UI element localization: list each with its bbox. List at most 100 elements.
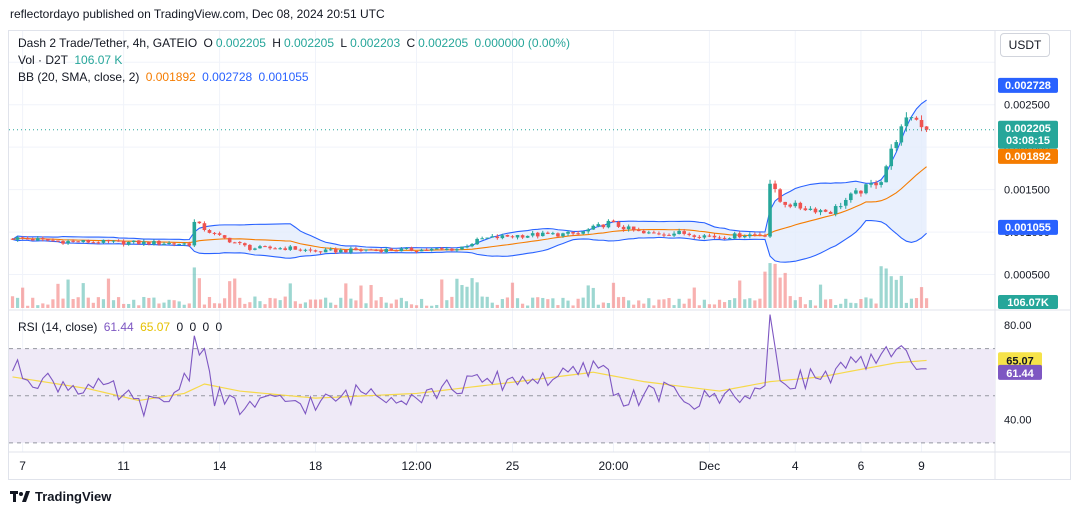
volume-bar [187,303,191,308]
volume-bar [566,300,570,308]
candle-body [808,208,813,210]
volume-bar [253,296,257,308]
candle-body [525,235,530,238]
volume-bar [520,303,525,308]
candle-body [35,238,40,241]
volume-bar [324,297,328,308]
candle-body [662,234,666,236]
volume-badge-text: 106.07K [1007,297,1049,309]
volume-bar [884,268,888,308]
candle-body [818,210,823,213]
candle-body [500,235,505,239]
candle-body [798,202,803,209]
volume-bar [344,283,348,308]
volume-bar [909,298,914,308]
candle-body [480,238,484,240]
candle-body [828,211,833,214]
candle-body [606,220,611,228]
volume-bar [369,285,373,308]
volume-bar [823,299,828,308]
volume-bar [430,305,434,308]
chart-frame [8,30,1071,480]
ohlc-l-label: L [340,36,348,50]
volume-bar [359,285,363,308]
volume-bar [228,281,232,308]
currency-unit-button[interactable]: USDT [1000,33,1050,57]
volume-bar [803,304,807,308]
volume-bar [202,304,207,308]
volume-bar [500,299,504,308]
candle-body [520,235,525,238]
price-axis-label: 0.001500 [1004,185,1050,197]
candle-body [20,237,25,239]
candle-body [823,209,828,212]
candle-body [30,238,35,241]
volume-bar [717,299,722,308]
volume-bar [399,297,403,308]
volume-bar [26,305,30,308]
bb-mid-badge-text: 0.001892 [1005,151,1051,163]
volume-bar [460,285,464,308]
candle-body [586,229,591,232]
volume-bar [268,297,272,308]
volume-bar [111,300,116,308]
volume-bar [556,305,560,308]
candle-body [899,126,904,143]
candle-body [515,235,520,238]
volume-bar [182,304,186,308]
symbol-legend: Dash 2 Trade/Tether, 4h, GATEIO O 0.00220… [18,36,573,50]
candle-body [601,224,606,228]
volume-bar [248,302,252,308]
candle-body [207,230,212,233]
volume-bar [51,299,55,308]
volume-bar [611,282,616,308]
candle-body [566,231,570,234]
volume-bar [606,303,611,308]
volume-bar [531,297,535,308]
candle-body [727,238,732,240]
candle-body [788,204,793,207]
volume-bar [733,298,737,308]
candle-body [389,248,394,251]
candle-body [748,234,752,237]
volume-bar [414,305,419,308]
rsi-badge [998,364,1042,380]
candle-body [51,240,55,242]
rsi-band-fill [9,348,995,443]
volume-bar [627,300,631,308]
candle-body [470,243,474,247]
volume-bar [334,304,338,308]
candle-body [394,250,399,252]
candle-body [667,234,671,236]
volume-bar [379,297,383,308]
volume-bar [303,302,308,308]
volume-bar [773,263,777,308]
rsi-extra-1: 0 [189,320,197,334]
volume-bar [687,298,691,308]
candle-body [328,249,333,251]
bb-lower-badge-text: 0.001055 [1005,222,1051,234]
candle-body [616,221,621,227]
volume-bar [758,298,762,308]
candle-body [136,240,141,244]
volume-bar [15,297,20,308]
rsi-ma-badge-text: 65.07 [1006,355,1034,367]
volume-bar [778,277,782,308]
candle-body [495,236,500,239]
candle-body [243,243,247,246]
candle-body [849,193,853,201]
candle-body [126,241,131,245]
candle-body [894,142,899,149]
rsi-line [12,314,927,418]
volume-bar [122,303,126,308]
volume-bar [551,298,555,308]
volume-bar [834,305,838,308]
candle-body [636,230,641,232]
candle-body [864,184,868,194]
volume-bar [404,301,409,308]
volume-bar [859,299,863,308]
bb-mid-line [12,166,927,251]
candle-body [268,246,272,249]
volume-bar [596,304,600,308]
